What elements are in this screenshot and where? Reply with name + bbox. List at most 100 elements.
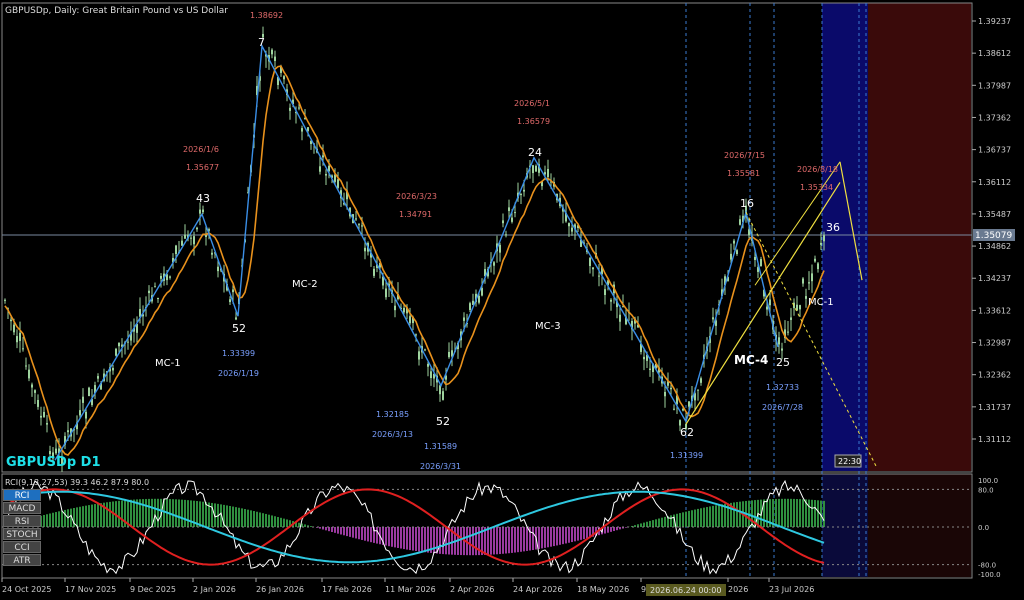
candle-body — [817, 263, 819, 270]
level-label: 100.0 — [978, 477, 998, 485]
candle-body — [634, 318, 636, 324]
candle-body — [376, 264, 378, 269]
candle-body — [364, 247, 366, 252]
x-tick-label: 2 Jan 2026 — [193, 585, 236, 594]
indicator-pane-frame — [1, 473, 973, 579]
candle-body — [19, 332, 21, 341]
candle-body — [589, 258, 591, 266]
candle-body — [184, 234, 186, 239]
candle-body — [154, 286, 156, 288]
candle-body — [643, 356, 645, 360]
swing-count: 36 — [826, 221, 840, 234]
candle-body — [115, 348, 117, 356]
candle-body — [724, 276, 726, 286]
crosshair-date-box — [646, 584, 726, 596]
candle-body — [166, 274, 168, 281]
candle-body — [4, 299, 6, 301]
annotation-price: 1.33399 — [222, 349, 255, 358]
candle-body — [565, 212, 567, 222]
level-label: 80.0 — [978, 486, 994, 494]
candle-body — [157, 297, 159, 299]
y-tick-label: 1.31737 — [978, 403, 1011, 412]
candle-body — [406, 307, 408, 314]
candle-body — [484, 269, 486, 276]
candle-body — [139, 309, 141, 317]
candle-body — [310, 140, 312, 144]
candle-body — [172, 257, 174, 263]
candle-body — [538, 164, 540, 173]
candle-body — [574, 224, 576, 230]
candle-body — [547, 168, 549, 178]
candle-body — [25, 365, 27, 367]
candle-body — [334, 174, 336, 182]
candle-body — [790, 317, 792, 320]
swing-count: 25 — [776, 356, 790, 369]
level-label: -80.0 — [978, 562, 996, 570]
x-tick-label: 11 Mar 2026 — [385, 585, 436, 594]
level-label: -100.0 — [978, 571, 1001, 579]
rci-line-2 — [4, 488, 825, 566]
projection-channel-line — [754, 161, 841, 286]
moving-average-line — [4, 65, 825, 456]
candle-body — [784, 329, 786, 339]
projection-up-line — [685, 182, 841, 425]
candle-body — [181, 240, 183, 246]
candle-body — [37, 399, 39, 407]
candle-body — [298, 107, 300, 109]
rsi-button[interactable]: RSI — [3, 515, 41, 527]
candle-body — [640, 343, 642, 352]
candle-body — [379, 262, 381, 268]
rci-button[interactable]: RCI — [3, 489, 41, 501]
candle-body — [82, 396, 84, 403]
candle-body — [232, 289, 234, 293]
indicator-histogram — [4, 498, 825, 556]
candle-body — [622, 306, 624, 308]
cci-button[interactable]: CCI — [3, 541, 41, 553]
candle-body — [76, 422, 78, 430]
projection-drop-line — [839, 161, 863, 281]
y-tick-label: 1.34237 — [978, 274, 1011, 283]
candle-body — [31, 384, 33, 388]
candle-body — [487, 268, 489, 277]
projection-lines — [685, 161, 877, 467]
macd-button[interactable]: MACD — [3, 502, 41, 514]
rci-line-3 — [4, 490, 825, 564]
candle-body — [451, 350, 453, 357]
candle-body — [748, 229, 750, 236]
candle-body — [91, 399, 93, 406]
candle-body — [736, 250, 738, 255]
atr-button[interactable]: ATR — [3, 554, 41, 566]
y-tick-label: 1.37987 — [978, 81, 1011, 90]
candle-body — [646, 354, 648, 361]
candle-body — [601, 266, 603, 275]
candle-body — [79, 410, 81, 416]
candle-body — [235, 317, 237, 320]
candle-body — [811, 273, 813, 282]
candle-body — [415, 334, 417, 336]
candle-body — [148, 290, 150, 294]
candle-body — [40, 415, 42, 418]
annotation-date: 2026/1/19 — [218, 369, 259, 378]
swing-count: 7 — [258, 36, 265, 49]
crosshair-date: 2026.06.24 00:00 — [650, 586, 721, 595]
cycle-label: MC-4 — [734, 353, 768, 367]
candle-body — [619, 314, 621, 322]
candle-body — [55, 448, 57, 454]
candle-body — [463, 317, 465, 321]
annotation-price: 1.32185 — [376, 410, 409, 419]
candle-body — [388, 283, 390, 288]
stoch-button[interactable]: STOCH — [3, 528, 41, 540]
x-tick-label: 2 Apr 2026 — [450, 585, 494, 594]
candle-body — [127, 341, 129, 343]
candle-body — [13, 324, 15, 333]
cycle-label: MC-3 — [535, 321, 561, 332]
candle-body — [193, 236, 195, 245]
candle-body — [247, 192, 249, 194]
candle-body — [649, 368, 651, 370]
candle-body — [502, 220, 504, 224]
candle-body — [340, 190, 342, 199]
indicator-header: RCI(9,13,27,53) 39.3 46.2 87.9 80.0 — [5, 478, 149, 487]
current-price-box — [973, 229, 1015, 241]
candle-body — [373, 268, 375, 276]
candle-body — [175, 245, 177, 255]
